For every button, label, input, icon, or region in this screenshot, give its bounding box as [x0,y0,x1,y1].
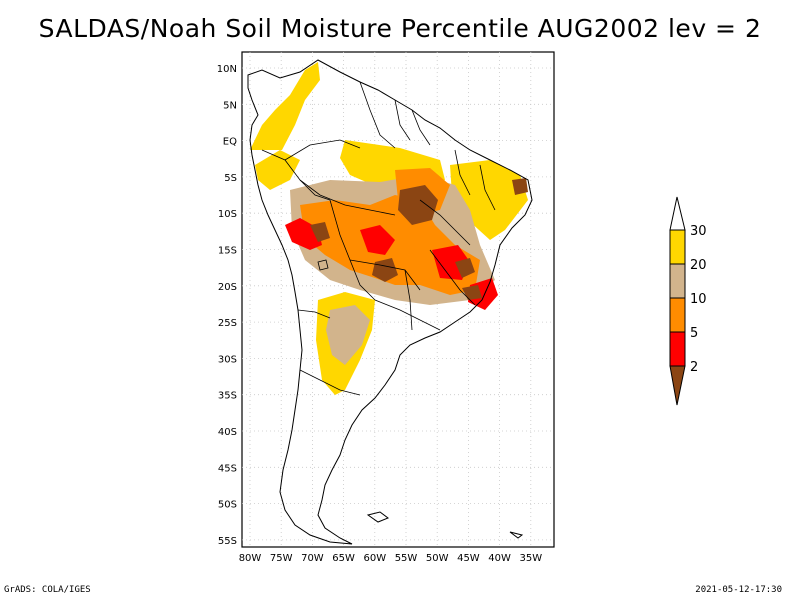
longitude-label: 80W [239,553,262,564]
colorbar-10-20 [669,263,686,299]
longitude-label: 35W [519,553,542,564]
country-borders [261,81,496,396]
map-frame [241,51,555,548]
shade-20-30-north [250,62,320,150]
colorbar: 30 20 10 5 2 [669,196,707,406]
latitude-label: 50S [218,500,237,511]
falkland-islands [366,511,390,523]
latitude-label: 5S [224,173,237,184]
colorbar-below-2 [669,365,686,406]
colorbar-2-5 [669,331,686,367]
longitude-label: 50W [426,553,449,564]
latitude-label: 20S [218,282,237,293]
shade-below-2-east [455,258,475,278]
latitude-label: 40S [218,427,237,438]
percentile-shading [250,62,528,395]
graticule [242,52,554,547]
latitude-label: 15S [218,246,237,257]
latitude-label: 45S [218,463,237,474]
longitude-label: 45W [457,553,480,564]
colorbar-label-10: 10 [690,292,707,307]
longitude-label: 70W [301,553,324,564]
colorbar-5-10 [669,297,686,333]
shade-below-2-southeast [462,285,482,300]
latitude-label: 30S [218,354,237,365]
colorbar-20-30 [669,229,686,265]
colorbar-above-30 [669,196,686,231]
colorbar-label-2: 2 [690,360,698,375]
footer-timestamp: 2021-05-12-17:30 [695,585,782,595]
latitude-labels: 10N 5N EQ 5S 10S 15S 20S 25S 30S 35S 40S 45S 50S 55S [217,64,237,547]
lake-titicaca [317,259,329,271]
longitude-label: 75W [270,553,293,564]
map-title: SALDAS/Noah Soil Moisture Percentile AUG… [38,14,762,43]
latitude-label: 5N [223,100,237,111]
shade-below-2-center [372,258,398,282]
shade-below-2-north [398,185,438,225]
shade-below-2-west [310,222,330,242]
latitude-label: 55S [218,536,237,547]
shade-20-30-west [255,150,300,190]
colorbar-label-5: 5 [690,326,698,341]
latitude-label: 25S [218,318,237,329]
continent-outline [247,59,533,545]
colorbar-label-30: 30 [690,224,707,239]
shade-below-2-northeast [512,178,528,195]
footer-credit: GrADS: COLA/IGES [4,585,91,595]
latitude-label: 10N [217,64,237,75]
colorbar-label-20: 20 [690,258,707,273]
longitude-label: 40W [488,553,511,564]
latitude-label: 10S [218,209,237,220]
shade-10-20-south [326,305,370,365]
longitude-labels: 80W 75W 70W 65W 60W 55W 50W 45W 40W 35W [239,553,543,564]
longitude-label: 55W [395,553,418,564]
longitude-label: 65W [332,553,355,564]
shade-2-5-center [360,225,395,255]
south-georgia [509,531,524,539]
latitude-label: EQ [223,137,237,148]
longitude-label: 60W [363,553,386,564]
latitude-label: 35S [218,391,237,402]
